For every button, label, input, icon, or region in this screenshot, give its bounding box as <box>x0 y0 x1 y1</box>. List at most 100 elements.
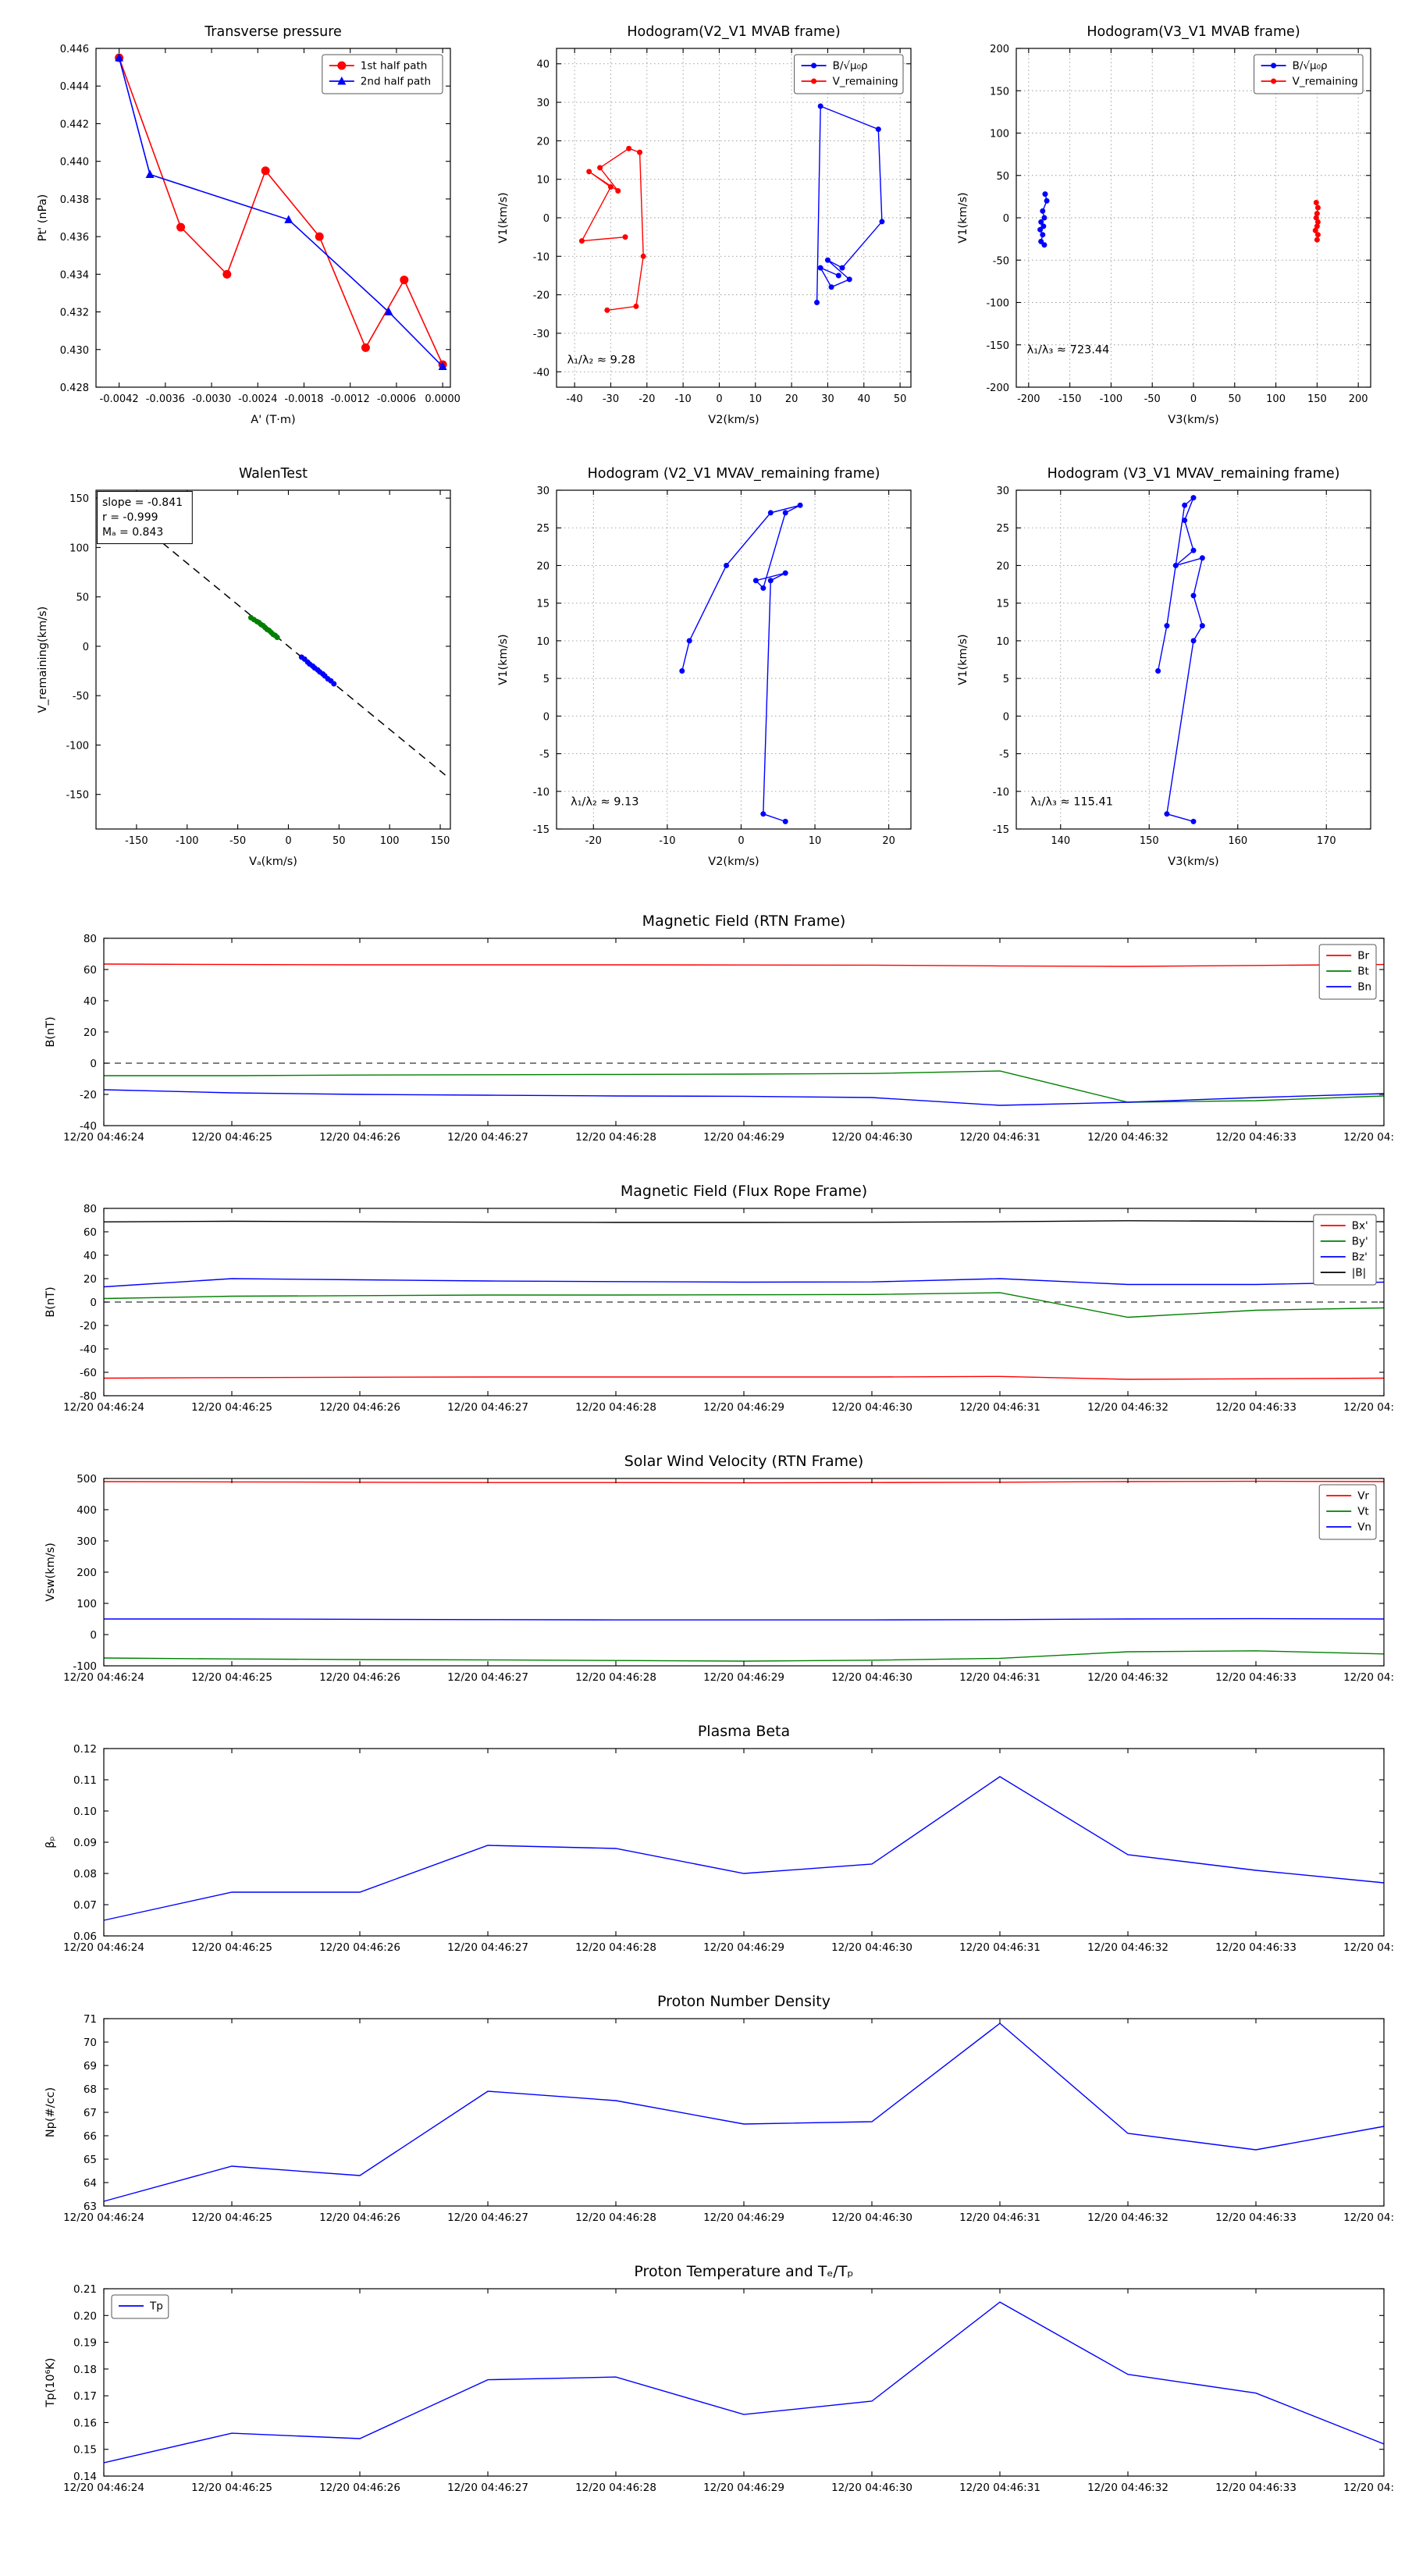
x-tick-label: 12/20 04:46:27 <box>447 1131 528 1144</box>
tick-labels: -200 -150 -100 -50 0 50 100 150 200 -200 -150 -100 -… <box>986 44 1368 405</box>
y-tick-label: 10 <box>536 175 550 187</box>
legend-label: V_remaining <box>832 76 898 88</box>
series-Bt <box>104 1070 1385 1103</box>
x-tick-label: 100 <box>380 835 400 847</box>
x-tick-label: 12/20 04:46:25 <box>191 1131 272 1144</box>
legend: B/√μ₀ρ V_remaining <box>793 54 903 94</box>
y-axis-label: Tp(10⁶K) <box>44 2357 57 2407</box>
series <box>103 1480 1385 1662</box>
y-tick-label: -50 <box>993 255 1009 267</box>
marker <box>810 78 816 84</box>
y-tick-label: -5 <box>539 749 550 761</box>
legend-label: Bx' <box>1352 1220 1368 1233</box>
x-tick-label: 0 <box>285 835 291 847</box>
x-tick-label: 0.0000 <box>425 393 461 405</box>
legend-label: B/√μ₀ρ <box>832 60 867 73</box>
marker <box>1190 638 1197 644</box>
y-tick-label: -15 <box>993 824 1009 836</box>
tick-labels: 12/20 04:46:24 12/20 04:46:25 12/20 04:46:… <box>63 933 1393 1144</box>
chart-walen-test: -150 -100 -50 0 50 100 150 -150 -100 -50 0 50 100 150… <box>22 453 463 890</box>
annotation-text: λ₁/λ₂ ≈ 9.28 <box>567 354 635 367</box>
x-tick-label: 50 <box>333 835 346 847</box>
y-tick-label: -10 <box>532 251 549 263</box>
plasma-beta-svg: 12/20 04:46:24 12/20 04:46:25 12/20 04:46:… <box>44 1723 1393 1954</box>
x-tick-label: 12/20 04:46:33 <box>1215 1941 1297 1954</box>
x-tick-label: 12/20 04:46:31 <box>959 1131 1040 1144</box>
annotation-line: Mₐ = 0.843 <box>102 526 163 539</box>
x-tick-label: 12/20 04:46:33 <box>1215 1401 1297 1414</box>
marker <box>1044 197 1050 204</box>
legend: B/√μ₀ρ V_remaining <box>1254 54 1364 94</box>
x-tick-label: 12/20 04:46:34 <box>1343 2482 1393 2494</box>
y-tick-label: 0 <box>1003 213 1009 225</box>
x-tick-label: 170 <box>1317 835 1336 847</box>
axes <box>555 48 912 388</box>
y-tick-label: 63 <box>84 2201 97 2213</box>
axes <box>555 489 912 830</box>
x-tick-label: 12/20 04:46:28 <box>575 1401 656 1414</box>
mag-fluxrope-svg: 12/20 04:46:24 12/20 04:46:25 12/20 04:46:… <box>44 1183 1393 1414</box>
y-tick-label: 20 <box>84 1273 97 1286</box>
y-tick-label: 0 <box>1003 711 1009 723</box>
axes <box>103 2018 1385 2207</box>
marker <box>1271 78 1277 84</box>
marker <box>400 276 409 285</box>
y-tick-label: 0.436 <box>60 232 89 244</box>
marker <box>1040 208 1046 214</box>
y-tick-label: 40 <box>84 1250 97 1262</box>
x-tick-label: 12/20 04:46:24 <box>63 1401 144 1414</box>
x-tick-label: 12/20 04:46:29 <box>703 1671 784 1684</box>
x-tick-label: 12/20 04:46:28 <box>575 1131 656 1144</box>
x-tick-label: -10 <box>659 835 675 847</box>
y-tick-label: 10 <box>996 636 1009 648</box>
x-tick-label: -40 <box>566 393 582 405</box>
x-tick-label: -0.0042 <box>100 393 139 405</box>
marker <box>1164 623 1170 629</box>
marker <box>284 215 293 223</box>
marker <box>625 145 631 151</box>
y-tick-label: 20 <box>84 1026 97 1039</box>
marker <box>723 562 729 568</box>
annotation-text: λ₁/λ₂ ≈ 9.13 <box>571 796 638 809</box>
x-axis-label: V2(km/s) <box>708 414 759 426</box>
legend-label: By' <box>1352 1236 1368 1248</box>
hodogram-v2v1-mvab-svg: -40 -30 -20 -10 0 10 20 30 40 50 -40 -30 -20 -10 0 10 20… <box>497 24 912 426</box>
chart-plasma-beta: 12/20 04:46:24 12/20 04:46:25 12/20 04:46:… <box>12 1714 1393 1972</box>
y-tick-label: 0 <box>90 1629 97 1642</box>
marker <box>835 272 841 279</box>
y-tick-label: 65 <box>84 2154 97 2166</box>
y-tick-label: -20 <box>532 290 549 302</box>
y-tick-label: 0.428 <box>60 382 89 394</box>
y-tick-label: 64 <box>84 2177 97 2190</box>
y-tick-label: -10 <box>993 787 1009 799</box>
chart-solar-wind-velocity: 12/20 04:46:24 12/20 04:46:25 12/20 04:46:… <box>12 1444 1393 1702</box>
x-tick-label: 0 <box>738 835 744 847</box>
marker <box>337 61 347 70</box>
marker <box>1190 547 1197 553</box>
x-tick-label: -100 <box>1100 393 1123 405</box>
x-tick-label: 12/20 04:46:25 <box>191 1941 272 1954</box>
marker <box>640 253 646 259</box>
tick-labels: 12/20 04:46:24 12/20 04:46:25 12/20 04:46:… <box>63 1203 1393 1414</box>
marker <box>1199 623 1205 629</box>
x-tick-label: 12/20 04:46:27 <box>447 1401 528 1414</box>
y-axis-label: V_remaining(km/s) <box>37 607 49 713</box>
chart-title: Hodogram (V3_V1 MVAV_remaining frame) <box>1048 466 1340 482</box>
y-tick-label: -100 <box>73 1660 97 1673</box>
y-tick-label: -40 <box>80 1343 97 1356</box>
marker <box>614 187 621 194</box>
y-tick-label: 200 <box>76 1567 97 1579</box>
chart-hodogram-v3v1-mvab: -200 -150 -100 -50 0 50 100 150 200 -200 -150 -100 -… <box>942 11 1383 448</box>
y-tick-label: 71 <box>84 2013 97 2026</box>
marker <box>274 635 280 641</box>
x-tick-label: 100 <box>1266 393 1286 405</box>
x-tick-label: 12/20 04:46:32 <box>1087 1671 1168 1684</box>
y-tick-label: -200 <box>986 382 1009 394</box>
tick-labels: -150 -100 -50 0 50 100 150 -150 -100 -50 0 50 100 150 <box>66 493 450 847</box>
marker <box>1041 215 1048 221</box>
series <box>578 103 884 313</box>
chart-title: Solar Wind Velocity (RTN Frame) <box>624 1453 864 1470</box>
y-tick-label: -100 <box>66 740 89 752</box>
y-tick-label: 0.442 <box>60 119 89 130</box>
x-tick-label: -50 <box>1144 393 1161 405</box>
